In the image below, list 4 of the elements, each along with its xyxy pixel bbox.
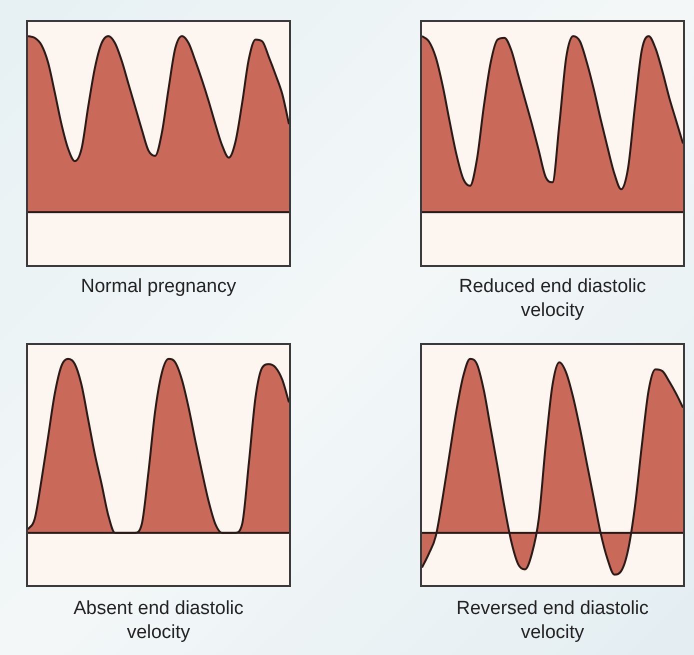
text: Reversed end diastolic velocity — [455, 597, 650, 645]
text: Absent end diastolic velocity — [72, 597, 245, 645]
text: Normal pregnancy — [80, 275, 236, 299]
text: Reduced end diastolic velocity — [458, 275, 647, 323]
